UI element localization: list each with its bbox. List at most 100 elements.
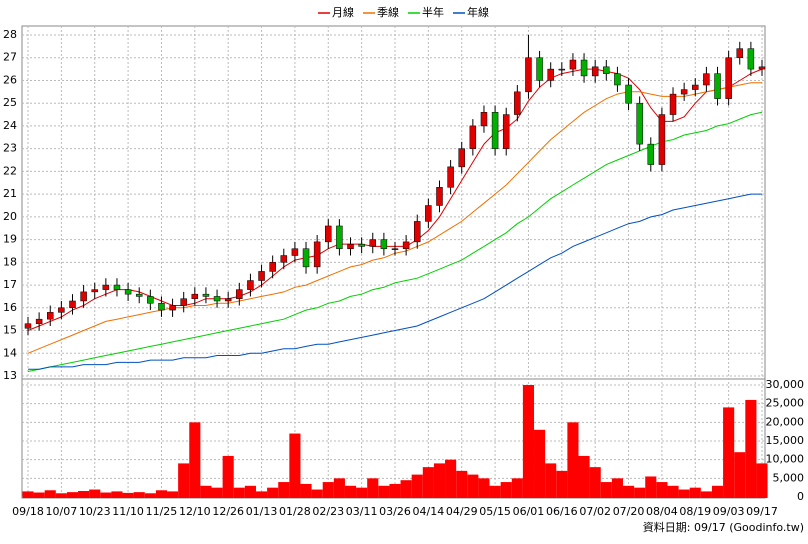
y2-tick-label: 15,000 [766,434,805,447]
y-tick-label: 22 [3,164,17,177]
candle-body [202,293,210,297]
volume-bar [255,491,268,498]
x-tick-label: 09/17 [746,505,778,518]
volume-bar [445,459,457,498]
x-tick-label: 04/29 [446,505,478,518]
candle-body [636,102,643,145]
x-tick-label: 05/15 [479,505,511,518]
candle-body [347,243,354,249]
y-tick-label: 20 [3,210,17,223]
candle-body [514,91,521,115]
volume-bar [711,485,724,498]
candle-body [747,48,755,70]
candle-body [625,84,632,104]
volume-bar [589,467,601,498]
y-tick-label: 23 [3,142,17,155]
candle-body [325,225,332,243]
candle-body [191,293,199,299]
candle-body [236,289,243,299]
candle-body [413,221,421,243]
x-tick-label: 03/11 [346,505,378,518]
x-tick-label: 09/18 [12,505,44,518]
volume-bar [656,482,668,498]
candle-body [525,57,532,93]
candle-body [469,125,477,149]
y-tick-label: 13 [3,369,17,382]
candle-body [603,66,610,74]
volume-bar [155,490,168,498]
x-tick-label: 03/26 [379,505,411,518]
x-tick-label: 02/23 [312,505,344,518]
volume-bar [244,485,256,498]
x-tick-label: 09/03 [713,505,745,518]
y-tick-label: 26 [3,73,17,86]
candle-body [447,166,454,188]
candle-body [758,66,766,70]
volume-bar [400,480,412,498]
candle-body [124,289,132,295]
candle-body [658,114,666,165]
volume-bar [456,470,468,498]
x-tick-label: 12/26 [212,505,244,518]
candle-body [669,93,677,115]
x-tick-label: 07/20 [613,505,645,518]
y-tick-label: 15 [3,324,17,337]
x-tick-label: 10/23 [79,505,111,518]
candle-body [247,280,254,290]
candle-body [402,241,410,249]
y2-tick-label: 25,000 [766,397,805,410]
candle-body [169,305,176,311]
candle-body [80,291,87,302]
volume-bar [144,493,156,498]
y-tick-label: 16 [3,301,17,314]
footer: 資料日期: 09/17 (Goodinfo.tw) [643,520,804,534]
volume-bar [756,463,768,498]
volume-bar [567,422,579,498]
volume-bar [333,478,345,498]
volume-bar [322,482,334,498]
volume-bar [311,489,323,498]
candle-body [135,293,143,297]
candle-body [502,114,510,149]
volume-bar [634,487,646,498]
candle-body [692,84,699,90]
moving-average-line [28,193,762,370]
candle-body [302,248,310,268]
legend-label: 季線 [377,5,399,19]
candle-body [558,68,566,71]
volume-bar [611,478,623,498]
volume-bar [66,492,79,498]
candle-body [380,239,388,249]
x-tick-label: 08/04 [646,505,678,518]
candle-body [269,262,276,272]
volume-bar [211,487,223,498]
y2-tick-label: 10,000 [766,453,805,466]
volume-bar [522,385,535,498]
y-tick-label: 27 [3,51,17,64]
volume-bar [411,474,423,498]
candle-body [69,300,76,309]
y-tick-label: 18 [3,255,17,268]
candle-body [680,89,688,95]
x-tick-label: 11/25 [146,505,178,518]
x-tick-label: 01/28 [279,505,311,518]
y2-tick-label: 30,000 [766,378,805,391]
volume-bar [300,483,312,498]
candle-body [547,68,554,81]
volume-bar [422,467,434,498]
volume-bar [645,476,657,498]
legend: 月線 季線 半年 年線 [318,5,489,19]
volume-bar [389,483,401,498]
volume-bar [200,485,212,498]
y2-tick-label: 0 [797,490,804,503]
candle-body [569,59,577,70]
volume-bar [489,485,501,498]
volume-bar [289,433,301,498]
candle-body [614,73,621,86]
candle-body [591,66,599,77]
plot-frame [21,25,766,499]
candle-body [91,289,98,293]
y-tick-label: 21 [3,187,17,200]
volume-bar [222,455,234,498]
